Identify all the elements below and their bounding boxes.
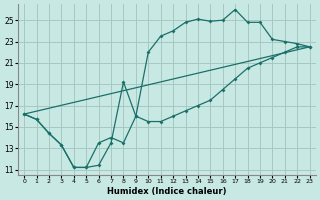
X-axis label: Humidex (Indice chaleur): Humidex (Indice chaleur) (107, 187, 227, 196)
